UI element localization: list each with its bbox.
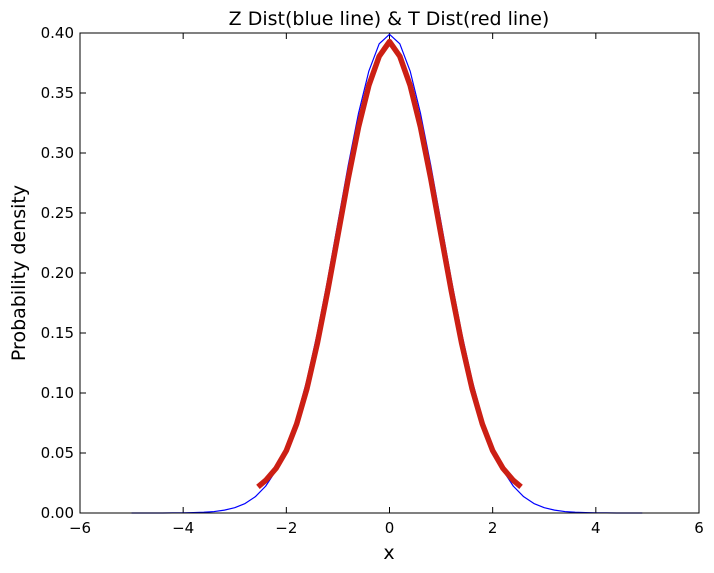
z-distribution-line	[131, 33, 643, 514]
x-tick-label: 4	[591, 519, 601, 537]
y-tick-label: 0.25	[41, 204, 74, 222]
t-distribution-line	[256, 38, 523, 489]
y-tick-label: 0.05	[41, 444, 74, 462]
y-tick-label: 0.40	[41, 24, 74, 42]
y-tick-label: 0.00	[41, 504, 74, 522]
x-tick-label: −6	[69, 519, 91, 537]
y-tick-label: 0.30	[41, 144, 74, 162]
chart-title: Z Dist(blue line) & T Dist(red line)	[229, 8, 550, 30]
y-tick-label: 0.15	[41, 324, 74, 342]
x-tick-label: −4	[172, 519, 194, 537]
series-layer	[131, 33, 643, 514]
x-tick-label: 0	[385, 519, 395, 537]
y-tick-label: 0.10	[41, 384, 74, 402]
x-tick-label: 6	[694, 519, 704, 537]
plot-frame	[79, 32, 700, 514]
y-axis-label: Probability density	[8, 185, 30, 361]
x-tick-label: −2	[275, 519, 297, 537]
y-tick-label: 0.20	[41, 264, 74, 282]
y-tick-label: 0.35	[41, 84, 74, 102]
x-axis-tick-labels: −6 −4 −2 0 2 4 6	[69, 519, 704, 537]
x-axis-label: x	[383, 542, 394, 564]
x-tick-label: 2	[488, 519, 498, 537]
y-axis-tick-labels: 0.00 0.05 0.10 0.15 0.20 0.25 0.30 0.35 0.40	[41, 24, 74, 522]
